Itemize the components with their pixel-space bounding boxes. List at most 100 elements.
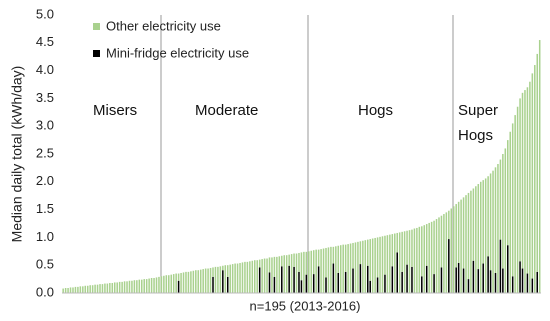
y-tick-label: 0.0 — [36, 284, 54, 299]
bar-segment — [366, 239, 369, 266]
bar-segment — [408, 230, 411, 293]
bar-segment — [226, 265, 229, 277]
bar-segment — [258, 267, 261, 293]
bar-segment — [175, 273, 177, 293]
bar-segment — [325, 277, 327, 293]
bar-segment — [359, 241, 362, 265]
bar-segment — [386, 235, 389, 293]
bar-segment — [128, 280, 131, 293]
bar-segment — [86, 285, 89, 293]
bar-segment — [64, 287, 67, 293]
bar-segment — [207, 268, 209, 293]
bar-segment — [106, 283, 109, 293]
bar-segment — [165, 275, 168, 293]
bar-segment — [376, 237, 379, 278]
bar-segment — [305, 251, 308, 275]
bar-segment — [155, 277, 158, 293]
bar-segment — [369, 239, 371, 281]
bar-segment — [303, 251, 305, 293]
bar-segment — [401, 231, 403, 272]
bar-segment — [273, 256, 276, 277]
bar-segment — [418, 226, 421, 293]
bar-segment — [290, 254, 293, 293]
bar-segment — [187, 271, 190, 293]
bar-segment — [366, 265, 369, 293]
bar-segment — [433, 274, 435, 293]
bar-segment — [293, 253, 295, 267]
bar-segment — [231, 264, 234, 293]
bar-segment — [497, 164, 499, 293]
bar-segment — [300, 280, 303, 293]
bar-segment — [489, 270, 492, 293]
bar-segment — [344, 244, 347, 272]
bar-segment — [109, 282, 111, 293]
bar-segment — [163, 275, 165, 293]
bar-segment — [293, 266, 295, 293]
bar-segment — [298, 271, 300, 293]
bar-segment — [529, 81, 531, 293]
bar-segment — [195, 270, 197, 293]
bar-segment — [180, 272, 182, 293]
bar-segment — [455, 267, 457, 293]
bar-segment — [192, 270, 195, 293]
bar-segment — [241, 262, 244, 293]
bar-segment — [138, 279, 141, 293]
bar-segment — [425, 265, 428, 293]
bar-segment — [288, 254, 290, 266]
bar-segment — [177, 273, 180, 281]
bar-segment — [519, 261, 521, 293]
bar-segment — [357, 241, 359, 293]
bar-segment — [256, 260, 258, 293]
bar-segment — [364, 240, 367, 293]
x-axis-label: n=195 (2013-2016) — [250, 298, 361, 313]
bar-segment — [396, 252, 398, 293]
legend-swatch — [93, 50, 100, 57]
bar-segment — [536, 271, 539, 293]
bar-segment — [212, 276, 214, 293]
bar-segment — [72, 287, 74, 293]
bar-segment — [521, 268, 524, 293]
bar-segment — [374, 237, 376, 293]
bar-segment — [170, 274, 173, 293]
bar-segment — [91, 285, 94, 293]
bar-segment — [258, 259, 261, 268]
bar-segment — [111, 282, 114, 293]
bar-segment — [391, 266, 394, 293]
bar-segment — [268, 272, 271, 293]
bar-segment — [521, 92, 524, 269]
bar-segment — [327, 247, 330, 293]
legend-label: Mini-fridge electricity use — [106, 45, 249, 60]
bar-segment — [77, 286, 79, 293]
bar-segment — [204, 268, 207, 293]
bar-segment — [263, 258, 266, 293]
bar-segment — [281, 266, 283, 293]
bar-segment — [222, 270, 224, 293]
bar-segment — [153, 277, 155, 293]
bar-segment — [376, 277, 379, 293]
bar-segment — [244, 261, 246, 293]
bar-segment — [148, 278, 150, 293]
bar-segment — [273, 276, 276, 293]
bar-segment — [354, 242, 357, 293]
bar-segment — [217, 266, 219, 293]
bar-segment — [411, 229, 413, 267]
bar-segment — [477, 184, 480, 270]
bar-segment — [342, 244, 344, 293]
bar-segment — [234, 263, 236, 293]
bar-segment — [276, 256, 278, 293]
bar-segment — [394, 233, 396, 293]
bar-segment — [371, 238, 374, 293]
bar-segment — [67, 287, 69, 293]
bar-segment — [62, 288, 64, 293]
bar-segment — [190, 271, 192, 293]
bar-segment — [219, 266, 222, 293]
bar-segment — [305, 274, 308, 293]
bar-segment — [411, 266, 413, 293]
bar-segment — [502, 268, 504, 293]
bar-segment — [448, 210, 450, 240]
bar-segment — [489, 173, 492, 271]
bar-segment — [362, 240, 364, 293]
bar-segment — [224, 265, 227, 293]
bar-segment — [288, 265, 290, 293]
bar-segment — [222, 265, 224, 271]
